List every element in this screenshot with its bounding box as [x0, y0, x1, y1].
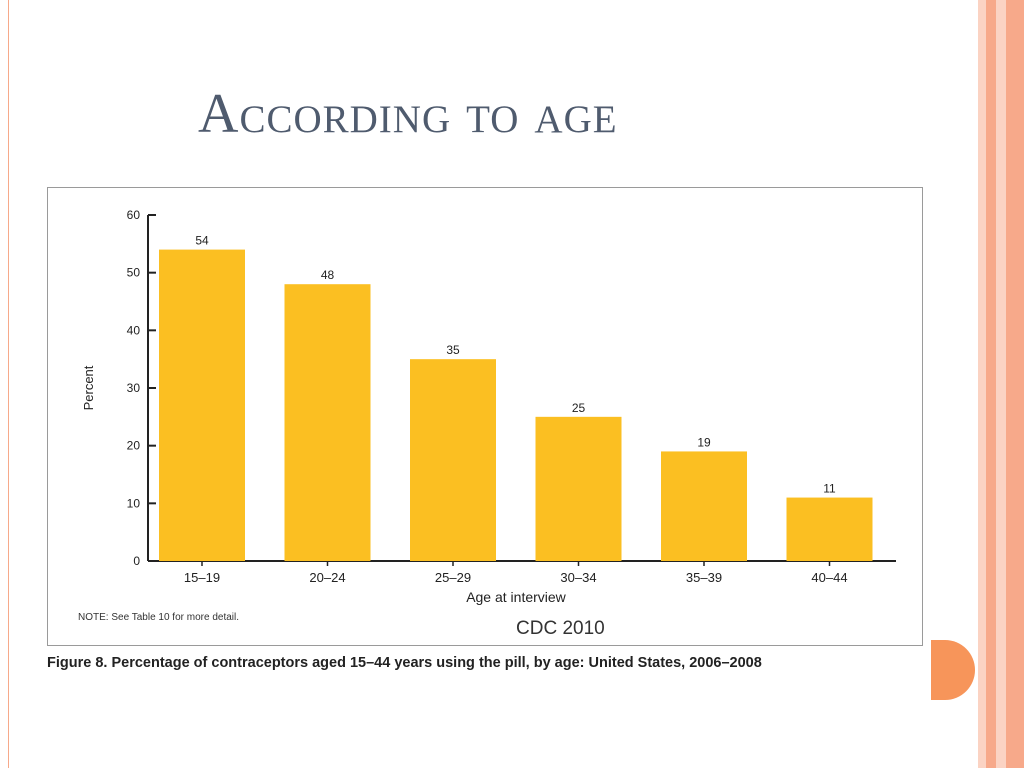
figure-caption: Figure 8. Percentage of contraceptors ag…: [47, 655, 762, 671]
x-tick-label: 15–19: [184, 570, 220, 585]
bar-value-label: 19: [697, 435, 711, 449]
stripe-4: [1006, 0, 1024, 768]
bar-35–39: [661, 451, 747, 561]
chart-axes: [147, 214, 896, 566]
y-tick-label: 0: [133, 554, 140, 568]
y-tick-label: 20: [127, 439, 141, 453]
bar-15–19: [159, 249, 245, 561]
slide-title: According to age: [198, 83, 618, 145]
y-tick-label: 10: [127, 496, 141, 510]
x-tick-label: 40–44: [811, 570, 847, 585]
bar-value-label: 54: [195, 234, 209, 248]
stripe-3: [996, 0, 1006, 768]
y-tick-label: 40: [127, 323, 141, 337]
chart-labels: 0 10 20 30 40 50 60 Percent 54 15–19 48 20–24 35 25–2…: [81, 208, 848, 605]
x-axis-label: Age at interview: [466, 589, 566, 605]
accent-circle: [931, 640, 975, 700]
figure-panel: 0 10 20 30 40 50 60 Percent 54 15–19 48 20–24 35 25–2…: [47, 187, 923, 646]
x-tick-label: 25–29: [435, 570, 471, 585]
left-border-line: [8, 0, 9, 768]
y-tick-label: 50: [127, 266, 141, 280]
x-tick-label: 30–34: [560, 570, 596, 585]
bar-20–24: [284, 284, 371, 561]
x-tick-label: 35–39: [686, 570, 722, 585]
y-tick-label: 60: [127, 208, 141, 222]
y-axis-label: Percent: [81, 365, 96, 410]
y-tick-label: 30: [127, 381, 141, 395]
figure-source: CDC 2010: [516, 618, 605, 639]
bar-value-label: 48: [321, 268, 335, 282]
x-tick-label: 20–24: [309, 570, 345, 585]
bar-25–29: [410, 359, 496, 561]
bar-40–44: [786, 497, 873, 561]
bar-chart: 0 10 20 30 40 50 60 Percent 54 15–19 48 20–24 35 25–2…: [81, 208, 896, 605]
bar-value-label: 25: [572, 401, 586, 415]
bar-value-label: 11: [823, 482, 836, 496]
decorative-stripes: [978, 0, 1024, 768]
bar-value-label: 35: [446, 343, 460, 357]
figure-note: NOTE: See Table 10 for more detail.: [78, 612, 240, 623]
chart-bars: [159, 249, 873, 561]
stripe-1: [978, 0, 986, 768]
bar-30–34: [535, 416, 622, 561]
stripe-2: [986, 0, 996, 768]
